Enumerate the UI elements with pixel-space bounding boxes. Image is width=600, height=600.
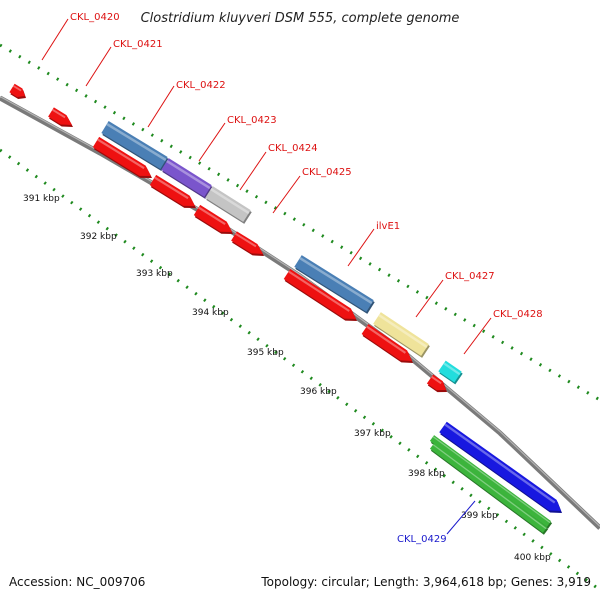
gene-box[interactable] <box>294 255 374 312</box>
gene-box-highlight <box>210 187 250 215</box>
gene-box[interactable] <box>101 121 168 169</box>
gene-arrow[interactable] <box>426 374 446 391</box>
gene-arrow-highlight <box>288 270 350 312</box>
gene-box[interactable] <box>429 443 548 533</box>
gene-arrow-highlight <box>430 375 442 385</box>
gene-arrow[interactable] <box>48 107 72 125</box>
scale-tick-label: 395 kbp <box>247 348 284 358</box>
gene-arrow-highlight <box>154 176 189 200</box>
scale-tick-label: 398 kbp <box>408 469 445 479</box>
gene-box-highlight <box>378 314 428 349</box>
gene-label[interactable]: CKL_0422 <box>176 80 226 91</box>
gene-arrow-highlight <box>366 325 407 354</box>
leader-line <box>85 46 112 87</box>
gene-arrow-highlight <box>198 206 226 226</box>
gene-labels: CKL_0420 CKL_0421 CKL_0422 CKL_0423 CKL_… <box>70 12 543 545</box>
scale-tick-label: 391 kbp <box>23 194 60 204</box>
gene-label[interactable]: CKL_0428 <box>493 309 543 320</box>
scale-tick-label: 393 kbp <box>136 269 173 279</box>
gene-arrow[interactable] <box>283 268 356 319</box>
gene-box-highlight <box>106 122 167 162</box>
scale-tick-label: 396 kbp <box>300 387 337 397</box>
scale-tick-label: 400 kbp <box>514 553 551 563</box>
scale-tick-label: 397 kbp <box>354 429 391 439</box>
leader-line <box>239 151 267 191</box>
gene-features <box>9 83 562 535</box>
gene-arrow-highlight <box>51 108 66 119</box>
leader-line <box>463 317 492 355</box>
label-leaders <box>41 18 492 535</box>
map-title: Clostridium kluyveri DSM 555, complete g… <box>141 11 460 26</box>
gene-arrow[interactable] <box>361 324 412 361</box>
gene-box-highlight <box>166 159 211 190</box>
gene-label[interactable]: CKL_0424 <box>268 143 318 154</box>
scale-ticks: 391 kbp 392 kbp 393 kbp 394 kbp 395 kbp … <box>23 194 551 563</box>
leader-line <box>347 228 375 267</box>
leader-line <box>147 85 175 128</box>
gene-box[interactable] <box>205 186 251 222</box>
gene-arrow-highlight <box>444 423 556 504</box>
leader-line <box>198 122 226 162</box>
scale-tick-label: 399 kbp <box>461 511 498 521</box>
leader-line <box>272 175 301 214</box>
topology-text: Topology: circular; Length: 3,964,618 bp… <box>260 575 591 589</box>
dotted-guide <box>0 148 600 592</box>
leader-line <box>446 500 476 535</box>
gene-arrow-highlight <box>234 232 257 248</box>
gene-box-highlight <box>299 256 373 305</box>
gene-box-highlight <box>432 436 551 524</box>
gene-label[interactable]: CKL_0423 <box>227 115 277 126</box>
gene-box-highlight <box>432 444 547 530</box>
gene-box[interactable] <box>429 435 552 527</box>
gene-box[interactable] <box>161 158 212 197</box>
gene-label[interactable]: CKL_0425 <box>302 167 352 178</box>
gene-label[interactable]: CKL_0429 <box>397 534 447 545</box>
scale-tick-label: 394 kbp <box>192 308 229 318</box>
gene-box[interactable] <box>373 312 429 356</box>
gene-label[interactable]: CKL_0421 <box>113 39 163 50</box>
gene-arrow-highlight <box>97 138 145 170</box>
gene-label[interactable]: CKL_0420 <box>70 12 120 23</box>
leader-line <box>415 279 444 318</box>
gene-label[interactable]: CKL_0427 <box>445 271 495 282</box>
scale-tick-label: 392 kbp <box>80 232 117 242</box>
gene-arrow-highlight <box>12 85 22 92</box>
gene-box[interactable] <box>438 360 462 383</box>
gene-arrow[interactable] <box>9 83 25 98</box>
leader-line <box>41 18 69 61</box>
gene-box-highlight <box>443 362 461 376</box>
gene-label[interactable]: ilvE1 <box>376 221 400 232</box>
dotted-guide <box>0 43 600 402</box>
gene-arrow[interactable] <box>439 421 561 511</box>
accession-text: Accession: NC_009706 <box>9 575 145 589</box>
